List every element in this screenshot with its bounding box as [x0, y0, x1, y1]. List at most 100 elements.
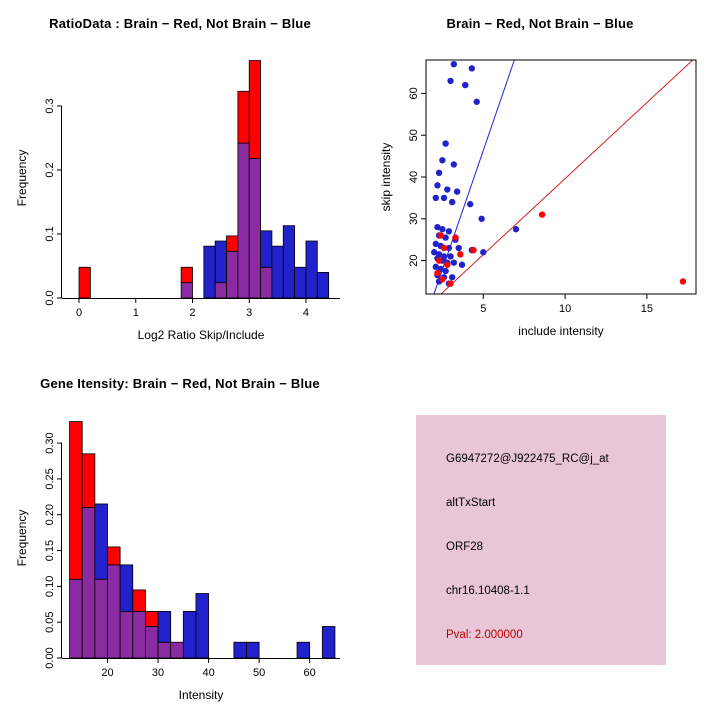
hist-bar-overlap [132, 611, 146, 659]
data-point [448, 274, 456, 281]
axis-text: 0.3 [44, 98, 56, 113]
gene-info-box: G6947272@J922475_RC@j_at altTxStart ORF2… [416, 415, 666, 665]
data-point [439, 157, 446, 164]
axis-text: 20 [408, 254, 420, 266]
axis-text: 5 [480, 303, 486, 315]
hist-bar [119, 564, 134, 612]
axis-text: Frequency [15, 510, 29, 567]
hist-bar-overlap [260, 266, 273, 299]
data-point [432, 263, 440, 271]
data-point [462, 81, 469, 89]
data-point [455, 244, 462, 252]
axis-text: 0 [76, 307, 82, 319]
hist-bar [271, 245, 284, 299]
panel-intensity-scatter: 5 10 15 20 30 40 50 60 include intensity skip int… [360, 0, 720, 360]
hist-bars [69, 421, 336, 659]
axis-text: 0.20 [44, 504, 56, 525]
data-point [432, 194, 440, 202]
hist-bar-overlap [144, 626, 159, 659]
data-point [439, 226, 446, 233]
hist-bar [180, 266, 193, 284]
hist-bar [144, 611, 159, 627]
data-point [442, 140, 449, 147]
fit-line [440, 60, 694, 294]
hist-bar [203, 245, 216, 299]
gene-name-text: ORF28 [446, 541, 484, 553]
axis-text: 50 [253, 667, 265, 679]
data-point [430, 249, 438, 256]
ratio-histogram-chart: 0 1 2 3 4 0.0 0.1 0.2 0.3 Log2 Ratio Skip/Include… [15, 60, 340, 342]
axis-text: 0.15 [44, 540, 56, 561]
axis-text: 4 [303, 307, 309, 319]
data-point [444, 261, 451, 268]
hist-bar [237, 90, 250, 144]
axis-text: Frequency [15, 150, 29, 207]
axis-text: 0.2 [44, 162, 56, 177]
panel-gene-intensity-histogram: 20 30 40 50 60 0.00 0.05 0.10 0.15 0.20 0.25 0.30 In… [0, 360, 360, 720]
data-point [458, 261, 466, 268]
hist-bar [296, 641, 311, 659]
data-point [445, 244, 453, 252]
axis-text: 2 [189, 307, 195, 319]
axis-text: 30 [152, 667, 164, 679]
hist-bar-overlap [157, 641, 172, 659]
data-point [679, 278, 687, 285]
data-point [457, 251, 464, 258]
data-point [447, 253, 454, 260]
data-point [440, 194, 448, 202]
hist-bar [94, 503, 108, 580]
axis-text: skip intensity [379, 143, 393, 212]
axis-text: 15 [641, 303, 653, 315]
hist-bar [69, 421, 83, 580]
data-point [442, 234, 449, 241]
hist-bar [246, 641, 260, 659]
hist-bar [182, 611, 197, 659]
data-point [434, 223, 441, 231]
gene-intensity-histogram-title: Gene Itensity: Brain − Red, Not Brain − … [40, 376, 320, 391]
data-point [468, 65, 476, 72]
axes: 0 1 2 3 4 0.0 0.1 0.2 0.3 Log2 Ratio Skip/Include… [15, 98, 340, 342]
hist-bar [226, 235, 239, 252]
data-point [447, 280, 454, 287]
data-point [435, 257, 443, 264]
locus-text: chr16.10408-1.1 [446, 585, 530, 597]
hist-bar-overlap [214, 282, 227, 299]
axis-text: 0.0 [44, 290, 56, 305]
hist-bar [305, 240, 318, 299]
hist-bar [294, 266, 307, 299]
axis-text: 20 [101, 667, 113, 679]
hist-bar [316, 271, 330, 299]
axis-text: 40 [408, 171, 420, 183]
data-point [450, 259, 458, 266]
axis-text: include intensity [518, 324, 603, 338]
points-brain [434, 211, 687, 287]
hist-bar [107, 546, 121, 566]
data-point [466, 200, 474, 208]
hist-bar-overlap [248, 158, 261, 299]
data-point [538, 211, 546, 218]
hist-bar [214, 240, 227, 284]
data-point [440, 244, 448, 252]
data-point [447, 77, 454, 85]
axis-text: 40 [202, 667, 214, 679]
data-point [434, 269, 441, 277]
data-point [445, 228, 453, 235]
axis-text: 60 [408, 87, 420, 99]
axis-text: 50 [408, 129, 420, 141]
data-point [512, 226, 520, 233]
axes: 20 30 40 50 60 0.00 0.05 0.10 0.15 0.20 0.25 0.30 In… [15, 432, 340, 702]
data-point [439, 276, 446, 283]
event-type-text: altTxStart [446, 497, 496, 509]
hist-bar-overlap [81, 507, 96, 659]
axis-text: 0.25 [44, 468, 56, 489]
hist-bar-overlap [69, 578, 83, 659]
axis-text: 1 [133, 307, 139, 319]
hist-bar [78, 266, 91, 299]
hist-bar-overlap [180, 282, 193, 299]
data-point [450, 161, 458, 168]
data-point [435, 169, 443, 177]
hist-bar [81, 453, 96, 508]
axis-text: 0.30 [44, 432, 56, 453]
data-point [478, 215, 485, 222]
